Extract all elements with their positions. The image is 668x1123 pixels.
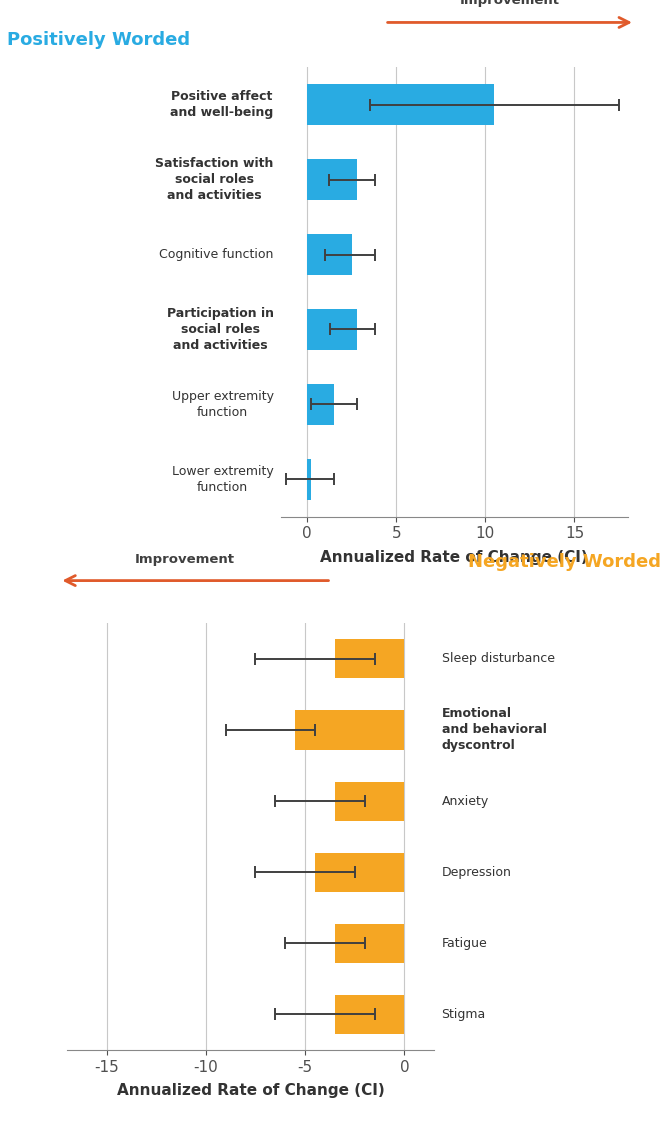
Bar [307,159,357,200]
X-axis label: Annualized Rate of Change (CI): Annualized Rate of Change (CI) [117,1083,384,1098]
Text: Negatively Worded: Negatively Worded [468,553,661,570]
Text: Satisfaction with
social roles
and activities: Satisfaction with social roles and activ… [155,157,274,202]
Bar [315,852,404,892]
Bar [335,782,404,821]
Bar [307,384,334,424]
Text: Anxiety: Anxiety [442,795,489,807]
Text: Positively Worded: Positively Worded [7,31,190,49]
Text: Fatigue: Fatigue [442,937,487,950]
Text: Positive affect
and well-being: Positive affect and well-being [170,90,274,119]
Bar [335,639,404,678]
Text: Improvement: Improvement [460,0,560,7]
Text: Participation in
social roles
and activities: Participation in social roles and activi… [166,307,274,351]
Bar [307,234,352,275]
Bar [307,84,494,126]
Text: Upper extremity
function: Upper extremity function [172,390,274,419]
Text: Sleep disturbance: Sleep disturbance [442,652,554,665]
Bar [335,995,404,1034]
X-axis label: Annualized Rate of Change (CI): Annualized Rate of Change (CI) [321,549,588,565]
Bar [307,458,311,500]
Text: Emotional
and behavioral
dyscontrol: Emotional and behavioral dyscontrol [442,707,546,752]
Text: Depression: Depression [442,866,512,878]
Bar [307,309,357,350]
Text: Improvement: Improvement [134,553,234,566]
Text: Cognitive function: Cognitive function [159,248,274,261]
Text: Lower extremity
function: Lower extremity function [172,465,274,494]
Text: Stigma: Stigma [442,1008,486,1021]
Bar [335,924,404,962]
Bar [295,711,404,749]
